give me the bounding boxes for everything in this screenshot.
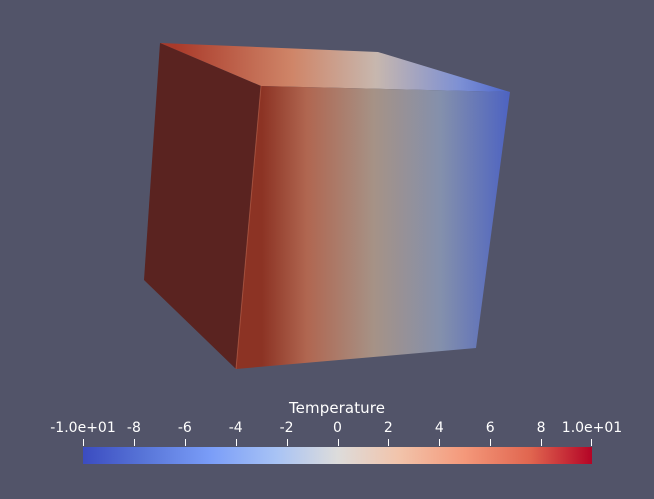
colorbar-tick-label: -2 (279, 420, 294, 436)
cube-edge (235, 85, 262, 370)
colorbar-tick-mark (134, 439, 135, 446)
colorbar-tick-mark (439, 439, 440, 446)
colorbar-title: Temperature (288, 399, 386, 417)
colorbar-tick-label: -1.0e+01 (50, 420, 116, 436)
colorbar-tick-marks (0, 439, 654, 447)
colorbar-tick-mark (490, 439, 491, 446)
colorbar-tick-mark (541, 439, 542, 446)
colorbar-tick-label: 8 (536, 420, 546, 436)
colorbar-tick-mark (287, 439, 288, 446)
colorbar-tick-mark (83, 439, 84, 446)
colorbar-tick-mark (591, 439, 592, 446)
colorbar-tick-mark (185, 439, 186, 446)
colorbar-tick-label: 0 (333, 420, 342, 436)
colorbar-gradient (83, 447, 592, 464)
cube-left-face (144, 43, 261, 369)
colorbar-tick-label: 4 (434, 420, 444, 436)
colorbar-tick-label: -6 (177, 420, 192, 436)
colorbar-tick-label: 2 (383, 420, 393, 436)
cube-front-face (236, 86, 510, 369)
colorbar-tick-mark (388, 439, 389, 446)
colorbar-tick-mark (338, 439, 339, 446)
colorbar-tick-mark (236, 439, 237, 446)
colorbar-tick-label: -4 (228, 420, 243, 436)
colorbar-tick-label: -8 (126, 420, 141, 436)
cube-top-face (160, 43, 510, 92)
colorbar-tick-label: 1.0e+01 (561, 420, 623, 436)
colorbar-tick-labels: -1.0e+01 -8 -6 -4 -2 0 2 4 6 8 1.0e+01 (0, 420, 654, 440)
colorbar-tick-label: 6 (485, 420, 495, 436)
